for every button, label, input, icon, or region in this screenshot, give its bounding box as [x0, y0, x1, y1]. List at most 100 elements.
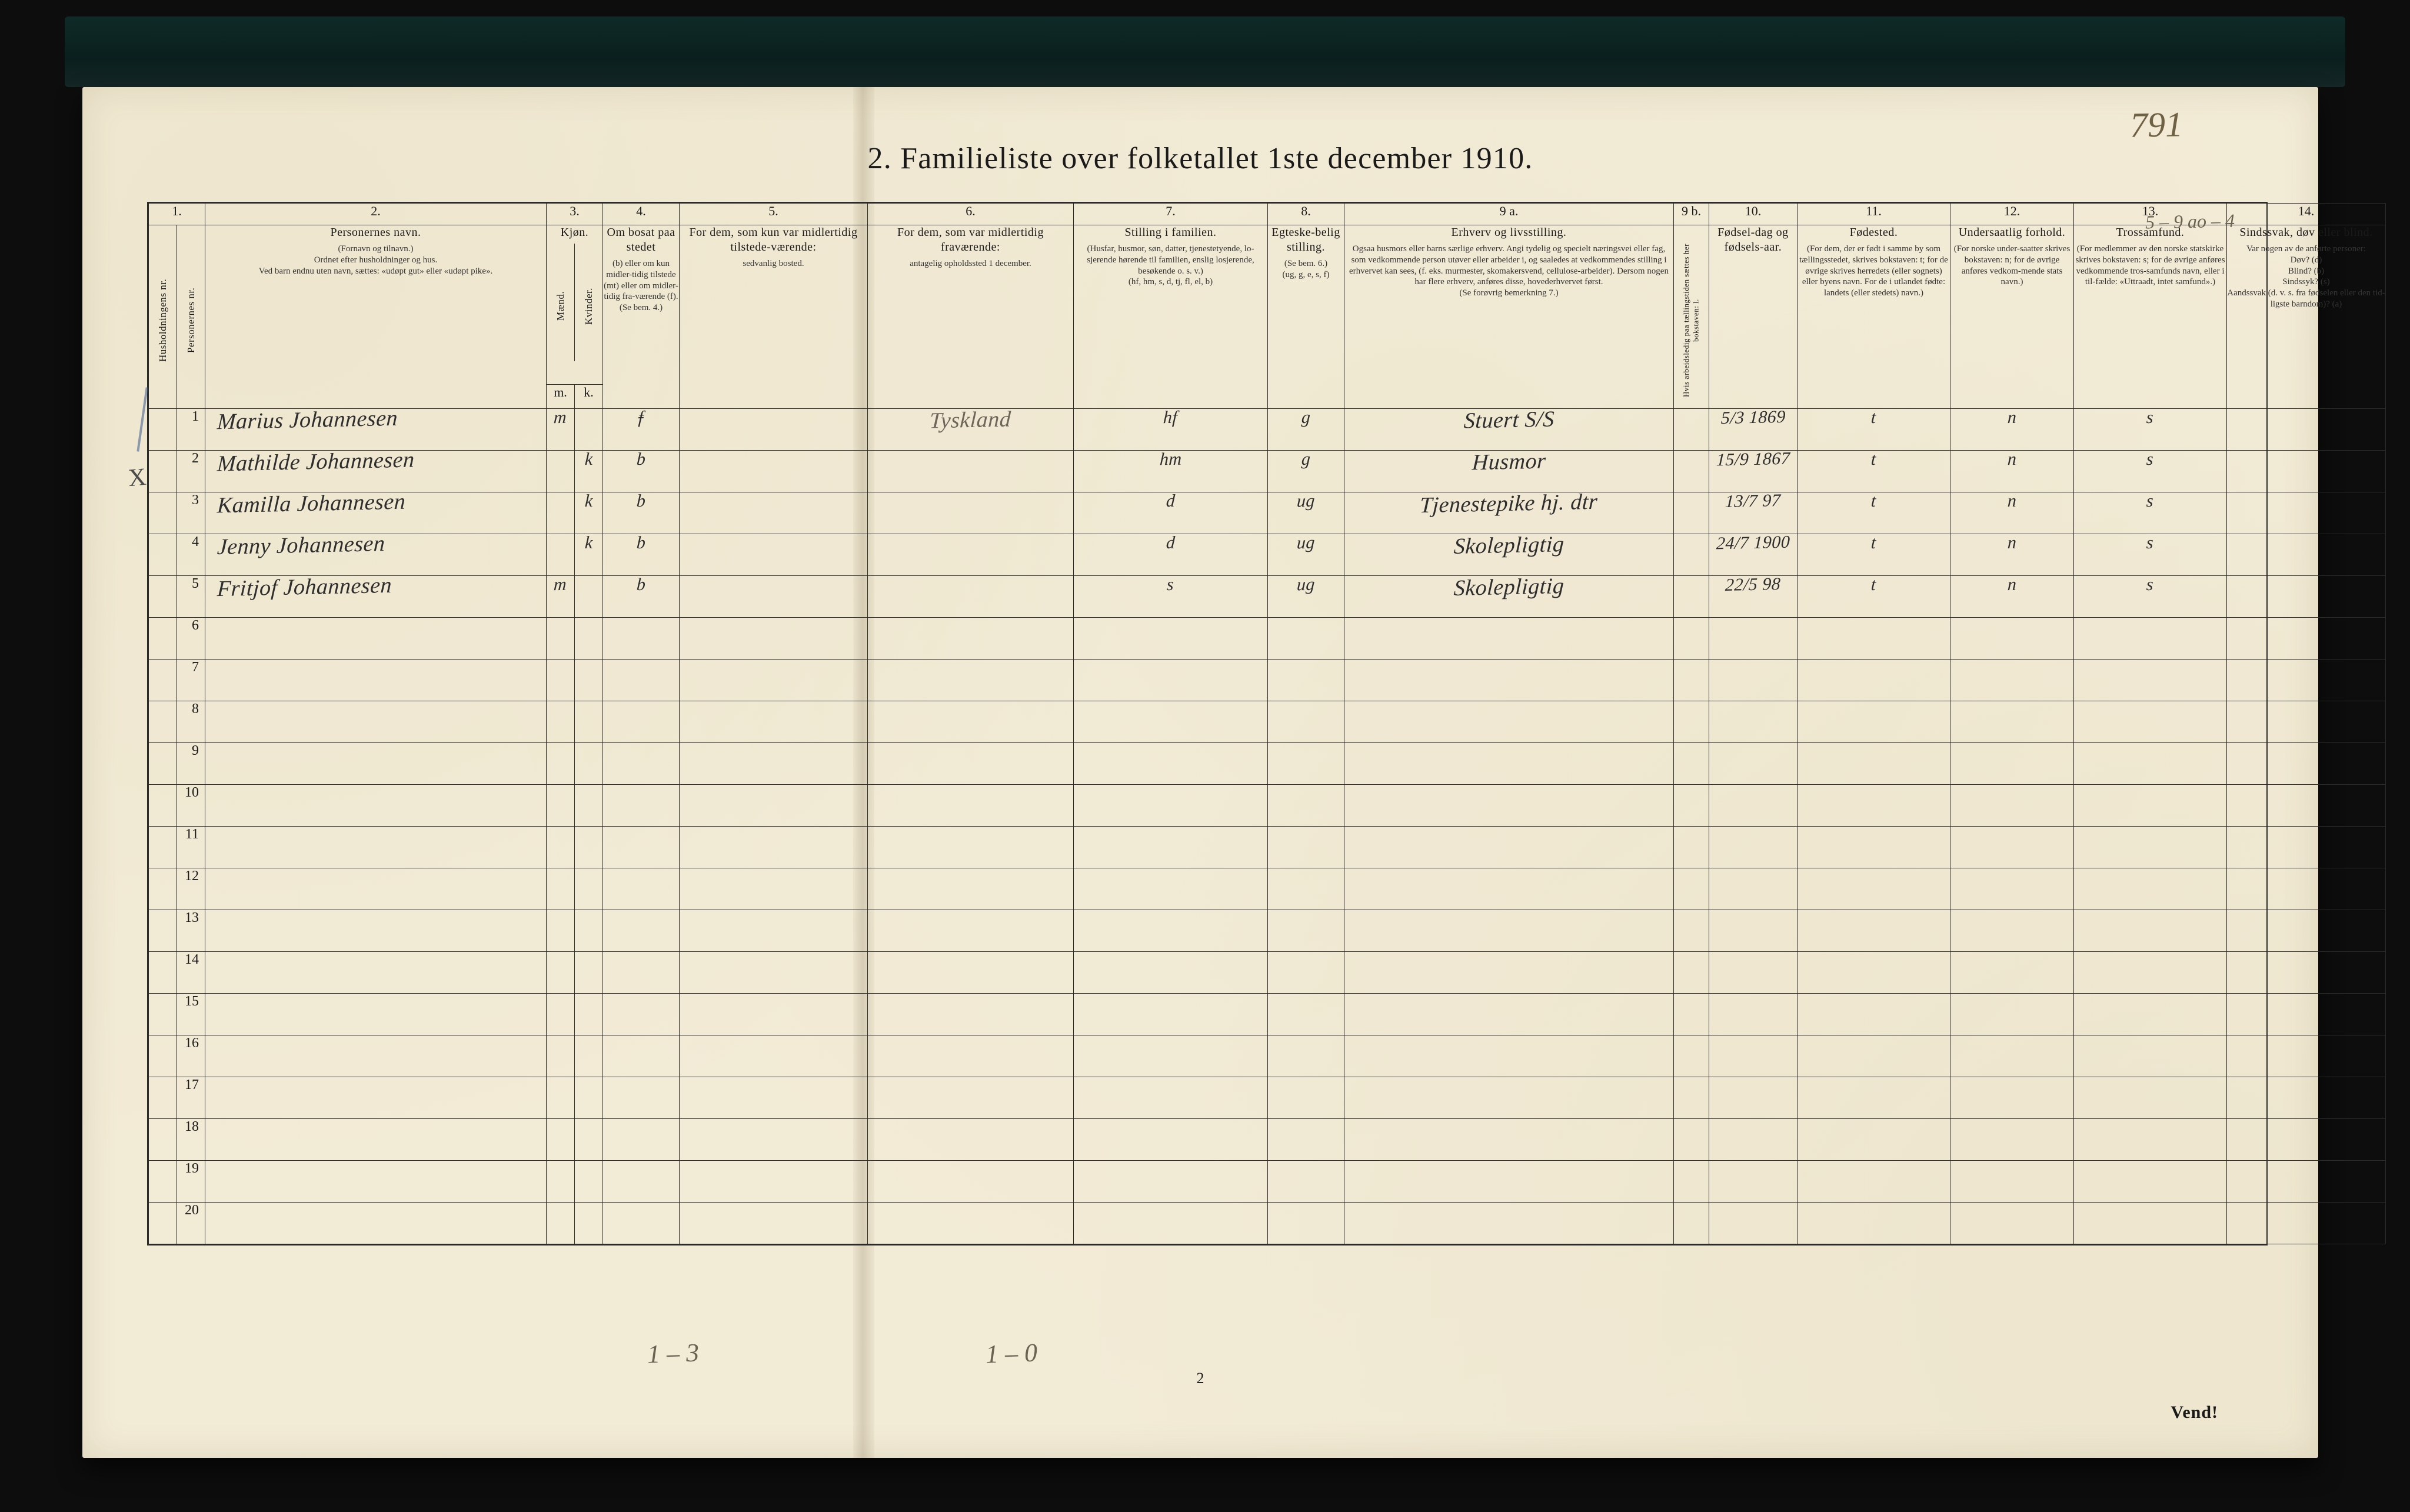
cell-col13: [2074, 827, 2227, 868]
cell-name: [205, 1161, 547, 1203]
cell-col9b: [1674, 1161, 1709, 1203]
cell-name: [205, 785, 547, 827]
cell-household-nr: [149, 660, 177, 701]
cell-household-nr: [149, 451, 177, 492]
header-col10: Fødsel-dag og fødsels-aar.: [1709, 225, 1797, 409]
cell-col14: [2227, 952, 2386, 994]
cell-person-nr: 4: [177, 534, 205, 576]
colnum-7: 7.: [1074, 204, 1268, 225]
cell-col4: [603, 785, 680, 827]
header-sex-female: Kvinder.: [581, 244, 596, 368]
cell-person-nr: 18: [177, 1119, 205, 1161]
cell-col10: [1709, 827, 1797, 868]
cell-col9b: [1674, 660, 1709, 701]
cell-col12: [1950, 743, 2074, 785]
colnum-2: 2.: [205, 204, 547, 225]
cell-col13: [2074, 1119, 2227, 1161]
cell-col12-value: n: [2007, 534, 2017, 552]
cell-person-nr: 15: [177, 994, 205, 1035]
cell-col9b: [1674, 910, 1709, 952]
cell-name-value: Kamilla Johannesen: [217, 491, 406, 517]
table-row: 12: [149, 868, 2386, 910]
cell-sex-k: [575, 1203, 603, 1244]
cell-col4: [603, 1077, 680, 1119]
header-husholdnings-nr: Husholdningens nr.: [149, 225, 177, 409]
cell-sex-k: [575, 1119, 603, 1161]
cell-household-nr: [149, 409, 177, 451]
cell-household-nr: [149, 1077, 177, 1119]
header-col4-sub: (b) eller om kun midler-tidig tilstede (…: [603, 258, 679, 314]
cell-col14: [2227, 492, 2386, 534]
cell-col12: [1950, 910, 2074, 952]
cell-sex-m: [547, 743, 575, 785]
cell-col6: [868, 1119, 1074, 1161]
cell-col13: s: [2074, 492, 2227, 534]
cell-col5: [680, 1203, 868, 1244]
cell-col9b: [1674, 451, 1709, 492]
document-page: 791 2. Familieliste over folketallet 1st…: [82, 87, 2318, 1458]
cell-sex-m: [547, 952, 575, 994]
cell-col11: [1797, 618, 1950, 660]
header-col6: For dem, som var midlertidig fraværende:…: [868, 225, 1074, 409]
colnum-9a: 9 a.: [1344, 204, 1674, 225]
cell-col11: [1797, 1203, 1950, 1244]
cell-col13: [2074, 1035, 2227, 1077]
cell-col6: [868, 994, 1074, 1035]
header-col4-main: Om bosat paa stedet: [603, 225, 679, 255]
cell-col10: [1709, 1077, 1797, 1119]
colnum-6: 6.: [868, 204, 1074, 225]
cell-col5: [680, 451, 868, 492]
colnum-14: 14.: [2227, 204, 2386, 225]
cell-col13: [2074, 910, 2227, 952]
cell-col6: [868, 451, 1074, 492]
header-col11: Fødested. (For dem, der er født i samme …: [1797, 225, 1950, 409]
cell-col14: [2227, 618, 2386, 660]
cell-col5: [680, 534, 868, 576]
cell-sex-m: [547, 701, 575, 743]
cell-sex-k: [575, 576, 603, 618]
colnum-11: 11.: [1797, 204, 1950, 225]
cell-col9a: [1344, 743, 1674, 785]
cell-col14: [2227, 1035, 2386, 1077]
header-col8-main: Egteske-belig stilling.: [1268, 225, 1344, 255]
cell-col13-value: s: [2146, 409, 2155, 427]
cell-col7: s: [1074, 576, 1268, 618]
cell-col7: d: [1074, 492, 1268, 534]
cell-col7-value: d: [1166, 534, 1176, 552]
cell-col13: [2074, 1161, 2227, 1203]
cell-name: [205, 743, 547, 785]
cell-col10: [1709, 785, 1797, 827]
cell-col6: [868, 1077, 1074, 1119]
table-row: 7: [149, 660, 2386, 701]
cell-col7: d: [1074, 534, 1268, 576]
cell-person-nr: 10: [177, 785, 205, 827]
cell-col10-value: 5/3 1869: [1720, 408, 1786, 427]
cell-col11: [1797, 994, 1950, 1035]
cell-col9a: [1344, 952, 1674, 994]
sex-k-abbr: k.: [575, 385, 603, 409]
cell-household-nr: [149, 701, 177, 743]
cell-col12: [1950, 785, 2074, 827]
cell-col9a-value: Tjenestepike hj. dtr: [1419, 491, 1598, 517]
cell-col14: [2227, 576, 2386, 618]
table-row: 17: [149, 1077, 2386, 1119]
cell-col14: [2227, 1161, 2386, 1203]
cell-col5: [680, 409, 868, 451]
cell-sex-m: [547, 451, 575, 492]
cell-name: [205, 1077, 547, 1119]
cell-col8: g: [1268, 451, 1344, 492]
column-number-row: 1. 2. 3. 4. 5. 6. 7. 8. 9 a. 9 b. 10. 11…: [149, 204, 2386, 225]
handwritten-page-number: 791: [2129, 104, 2183, 146]
cell-col10: [1709, 868, 1797, 910]
colnum-8: 8.: [1268, 204, 1344, 225]
cell-col9a: [1344, 1035, 1674, 1077]
cell-col13: [2074, 785, 2227, 827]
cell-col5: [680, 994, 868, 1035]
cell-name: Kamilla Johannesen: [205, 492, 547, 534]
cell-sex-m: [547, 910, 575, 952]
cell-col12: n: [1950, 534, 2074, 576]
header-name: Personernes navn. (Fornavn og tilnavn.) …: [205, 225, 547, 409]
cell-col10: [1709, 743, 1797, 785]
table-row: 5Fritjof JohannesenmbsugSkolepligtig22/5…: [149, 576, 2386, 618]
cell-col6: [868, 785, 1074, 827]
